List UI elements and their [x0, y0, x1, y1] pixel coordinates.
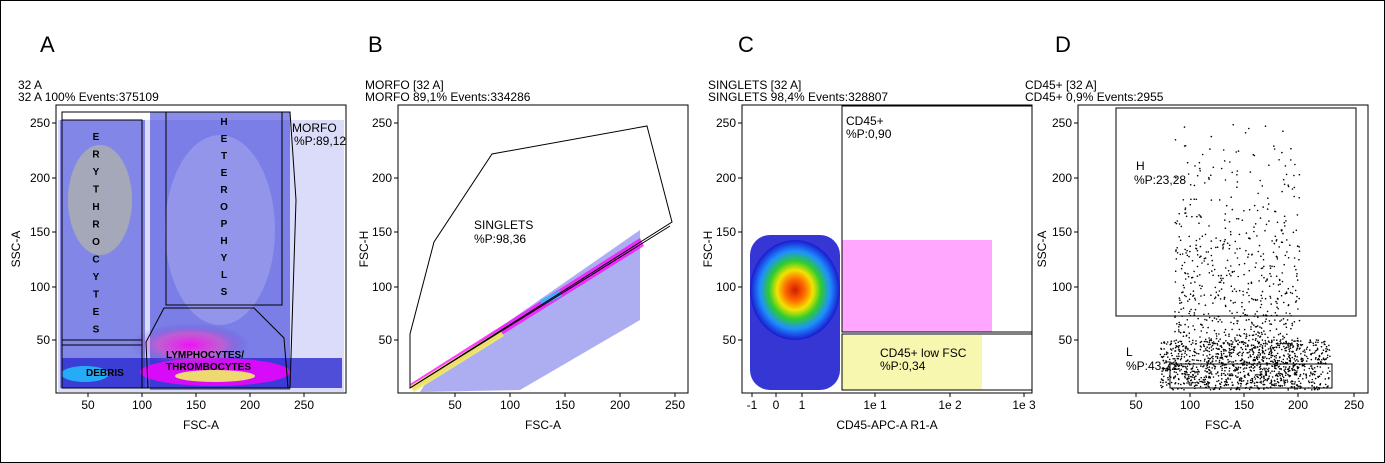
gate-label-cd45-low: CD45+ low FSC [880, 346, 967, 360]
panel-c-y-tick-label: 100 [716, 280, 736, 294]
gate-cd45 [841, 105, 1033, 333]
gate-label-cd45-low-pct: %P:0,34 [880, 359, 926, 373]
axes-layer: 50 100 150 200 25050100150200250FSC-ASSC-A50… [9, 116, 1364, 432]
gate-label-l: L [1126, 345, 1133, 359]
panel-c-x-tick-label: 1e 3 [1012, 398, 1036, 412]
panel-c-x-tick-label: -1 [747, 398, 758, 412]
panel-c-y-tick-label: 150 [716, 225, 736, 239]
panel-a-y-tick-label: 200 [30, 171, 50, 185]
panel-d-gates [1115, 107, 1357, 389]
gate-label-singlets-pct: %P:98,36 [474, 232, 526, 246]
gate-label-debris: DEBRIS [86, 368, 124, 379]
panel-c-header-2: SINGLETS 98,4% Events:328807 [708, 90, 888, 104]
panel-c-gates [841, 105, 1033, 391]
panel-d-y-tick-label: 250 [1052, 116, 1072, 130]
gate-label-lympho-1: LYMPHOCYTES/ [166, 350, 244, 361]
gate-cd45-low [841, 333, 1033, 391]
panel-d-header-2: CD45+ 0,9% Events:2955 [1025, 90, 1164, 104]
panel-b-x-tick-label: 150 [555, 398, 575, 412]
gate-h [1115, 107, 1357, 317]
panel-letter-a: A [40, 32, 55, 57]
panel-a-gates [61, 111, 297, 389]
panel-a-x-axis-label: FSC-A [183, 418, 219, 432]
panel-c-y-tick-label: 50 [723, 333, 737, 347]
panel-b-x-axis-label: FSC-A [525, 418, 561, 432]
panel-c-y-tick-label: 200 [716, 171, 736, 185]
panel-b-x-tick-label: 50 [448, 398, 462, 412]
panel-c-y-axis-label: FSC-H [701, 231, 715, 268]
panel-a-y-tick-label: 250 [30, 116, 50, 130]
panel-d-y-tick-label: 100 [1052, 280, 1072, 294]
panel-b-y-tick-label: 100 [372, 280, 392, 294]
panel-d-x-tick-label: 50 [1129, 398, 1143, 412]
panel-a-header-1: 32 A [18, 78, 42, 92]
panel-a-y-tick-label: 50 [37, 333, 51, 347]
panel-d-x-tick-label: 200 [1288, 398, 1308, 412]
panel-a-y-tick-label: 150 [30, 225, 50, 239]
panel-c-header-1: SINGLETS [32 A] [708, 78, 801, 92]
panel-a-y-axis-label: SSC-A [9, 231, 23, 268]
panel-a-x-tick-label: 250 [294, 398, 314, 412]
panel-d-density [1159, 123, 1331, 391]
panel-a-x-tick-label: 200 [240, 398, 260, 412]
panel-letter-c: C [738, 32, 754, 57]
panel-b-header-1: MORFO [32 A] [365, 78, 444, 92]
panel-b-x-tick-label: 200 [610, 398, 630, 412]
panel-c-x-axis-label: CD45-APC-A R1-A [836, 418, 937, 432]
panel-d-header-1: CD45+ [32 A] [1025, 78, 1097, 92]
panel-b-x-tick-label: 100 [500, 398, 520, 412]
panel-d-x-axis-label: FSC-A [1205, 418, 1241, 432]
panel-b-y-tick-label: 150 [372, 225, 392, 239]
gate-morfo [61, 111, 297, 389]
panel-a-y-tick-label: 100 [30, 280, 50, 294]
gate-label-cd45-pct: %P:0,90 [846, 127, 892, 141]
panel-letter-b: B [368, 32, 383, 57]
gate-label-morfo-pct: %P:89,12 [294, 134, 346, 148]
panel-d-y-tick-label: 150 [1052, 225, 1072, 239]
panel-d-y-axis-label: SSC-A [1035, 231, 1049, 268]
panel-b-y-tick-label: 250 [372, 116, 392, 130]
panel-c-x-tick-label: 1 [799, 398, 806, 412]
gate-label-singlets: SINGLETS [474, 218, 533, 232]
panel-d-y-tick-label: 50 [1059, 333, 1073, 347]
panel-d-x-tick-label: 150 [1234, 398, 1254, 412]
panel-a-x-tick-label: 100 [132, 398, 152, 412]
gate-label-cd45: CD45+ [846, 114, 884, 128]
panel-c-y-tick-label: 250 [716, 116, 736, 130]
panel-c-x-tick-label: 1e 1 [863, 398, 887, 412]
panel-letter-d: D [1055, 32, 1071, 57]
gate-label-morfo: MORFO [292, 121, 337, 135]
panel-c-x-tick-label: 1e 2 [938, 398, 962, 412]
gate-label-h: H [1136, 159, 1145, 173]
panel-b-header-2: MORFO 89,1% Events:334286 [365, 90, 531, 104]
panel-b-plot-area [397, 104, 689, 394]
gate-label-l-pct: %P:43,72 [1126, 359, 1178, 373]
gate-label-lympho-2: THROMBOCYTES [166, 362, 251, 373]
gate-singlets [409, 125, 673, 389]
panel-d-y-tick-label: 200 [1052, 171, 1072, 185]
gate-label-h-pct: %P:23,28 [1134, 173, 1186, 187]
panel-a-header-2: 32 A 100% Events:375109 [18, 90, 159, 104]
panel-a-density [58, 112, 344, 392]
panel-b-x-tick-label: 250 [665, 398, 685, 412]
panel-a-x-tick-label: 50 [81, 398, 95, 412]
gate-l [1169, 363, 1333, 389]
panel-d-x-tick-label: 100 [1180, 398, 1200, 412]
panel-b-y-tick-label: 50 [379, 333, 393, 347]
panel-b-y-axis-label: FSC-H [357, 231, 371, 268]
panel-a-x-tick-label: 150 [186, 398, 206, 412]
panel-c-x-tick-label: 0 [773, 398, 780, 412]
panel-c-density [750, 235, 992, 390]
panel-d-x-tick-label: 250 [1344, 398, 1364, 412]
panel-b-y-tick-label: 200 [372, 171, 392, 185]
